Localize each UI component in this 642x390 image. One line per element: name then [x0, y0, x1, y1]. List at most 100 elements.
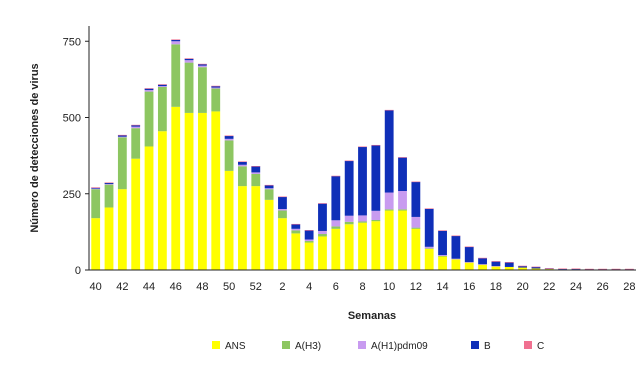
y-axis-label: Número de detecciones de virus [29, 63, 41, 232]
bar-segment-a-h3--week-47 [184, 62, 194, 113]
bar-segment-c-week-4 [304, 230, 314, 231]
bar-segment-a-h1-pdm09-week-49 [211, 87, 221, 89]
bar-segment-b-week-48 [198, 64, 207, 66]
bar-segment-ans-week-51 [238, 186, 247, 271]
bar-segment-a-h3--week-46 [171, 44, 181, 107]
bar-segment-a-h3--week-2 [278, 210, 287, 219]
legend-item-a-h3-: A(H3) [282, 341, 321, 352]
x-tick-label: 46 [170, 281, 182, 293]
bar-segment-a-h3--week-9 [371, 219, 381, 222]
bar-segment-a-h3--week-11 [398, 209, 407, 211]
bars-layer [91, 39, 634, 271]
bar-segment-a-h1-pdm09-week-13 [424, 246, 434, 249]
y-tick-label: 250 [63, 189, 81, 201]
bar-segment-b-week-27 [611, 269, 621, 270]
bar-segment-c-week-16 [464, 246, 474, 248]
bar-segment-c-week-15 [451, 235, 461, 237]
bar-segment-a-h1-pdm09-week-40 [91, 188, 101, 190]
y-tick-label: 500 [63, 113, 81, 125]
bar-segment-b-week-41 [104, 182, 114, 184]
bar-segment-c-week-47 [184, 58, 194, 59]
bar-segment-ans-week-20 [518, 267, 527, 270]
legend-item-c: C [524, 341, 544, 352]
x-tick-label: 6 [333, 281, 339, 293]
bar-segment-c-week-50 [224, 135, 234, 137]
bar-segment-b-week-11 [398, 157, 407, 191]
bar-segment-c-week-43 [131, 124, 141, 126]
bar-segment-a-h3--week-52 [251, 173, 261, 187]
bar-segment-c-week-48 [198, 63, 207, 65]
bar-segment-c-week-44 [144, 88, 154, 89]
bar-segment-ans-week-18 [491, 266, 501, 270]
bar-segment-ans-week-3 [291, 233, 301, 270]
bar-segment-c-week-9 [371, 144, 381, 146]
bar-segment-b-week-2 [278, 196, 287, 209]
bar-segment-ans-week-7 [344, 224, 354, 270]
bar-segment-c-week-17 [478, 257, 487, 259]
bar-segment-b-week-21 [531, 266, 541, 269]
bar-segment-c-week-46 [171, 39, 181, 41]
bar-segment-b-week-52 [251, 166, 261, 173]
x-tick-label: 2 [279, 281, 285, 293]
bar-segment-a-h3--week-4 [304, 241, 314, 243]
bar-segment-b-week-51 [238, 161, 247, 165]
bar-segment-ans-week-4 [304, 242, 314, 270]
bar-segment-a-h3--week-50 [224, 140, 234, 171]
bar-segment-b-week-16 [464, 246, 474, 263]
bar-segment-a-h3--week-3 [291, 230, 301, 234]
bar-segment-ans-week-14 [438, 256, 447, 270]
bar-segment-a-h1-pdm09-week-11 [398, 191, 407, 210]
x-tick-label: 20 [516, 281, 528, 293]
bar-segment-a-h3--week-1 [264, 189, 274, 200]
bar-segment-c-week-49 [211, 85, 221, 87]
bar-segment-b-week-26 [598, 269, 608, 270]
bar-segment-a-h3--week-49 [211, 88, 221, 112]
bar-segment-b-week-24 [571, 268, 581, 270]
bar-segment-ans-week-45 [157, 131, 167, 270]
bar-segment-ans-week-50 [224, 170, 234, 271]
bar-segment-a-h1-pdm09-week-1 [264, 188, 274, 190]
bar-segment-b-week-13 [424, 208, 434, 247]
bar-segment-a-h3--week-13 [424, 248, 434, 249]
bar-segment-a-h3--week-12 [411, 227, 421, 229]
bar-segment-c-week-10 [384, 109, 394, 111]
bar-segment-b-week-6 [331, 176, 341, 221]
bar-segment-c-week-1 [264, 184, 274, 186]
bar-segment-b-week-43 [131, 125, 141, 127]
bar-segment-ans-week-8 [358, 222, 367, 270]
bar-segment-c-week-51 [238, 161, 247, 163]
bar-segment-c-week-13 [424, 208, 434, 209]
bar-segment-b-week-4 [304, 230, 314, 240]
bar-segment-b-week-17 [478, 258, 487, 265]
x-tick-label: 22 [543, 281, 555, 293]
bar-segment-a-h3--week-42 [117, 137, 127, 190]
bar-segment-b-week-1 [264, 185, 274, 189]
bar-segment-b-week-25 [584, 269, 594, 270]
bar-segment-c-week-26 [598, 268, 608, 270]
x-tick-label: 28 [623, 281, 635, 293]
bar-segment-c-week-52 [251, 166, 261, 167]
x-tick-label: 24 [570, 281, 582, 293]
y-tick-label: 750 [63, 36, 81, 48]
bar-segment-c-week-2 [278, 196, 287, 198]
bar-segment-b-week-7 [344, 160, 354, 216]
bar-segment-b-week-12 [411, 181, 421, 217]
bar-segment-a-h3--week-51 [238, 166, 247, 187]
x-tick-label: 16 [463, 281, 475, 293]
bar-segment-c-week-19 [504, 262, 514, 263]
bar-segment-ans-week-46 [171, 106, 181, 270]
bar-segment-b-week-23 [558, 268, 568, 270]
bar-segment-a-h1-pdm09-week-18 [491, 266, 501, 267]
bar-segment-a-h1-pdm09-week-43 [131, 126, 141, 129]
bar-segment-c-week-6 [331, 175, 341, 177]
bar-segment-a-h3--week-41 [104, 184, 114, 208]
x-tick-label: 42 [116, 281, 128, 293]
bar-segment-c-week-40 [91, 187, 101, 188]
bar-segment-a-h3--week-40 [91, 189, 101, 219]
x-tick-label: 50 [223, 281, 235, 293]
bar-segment-ans-week-2 [278, 218, 287, 270]
bar-segment-b-week-15 [451, 235, 461, 259]
x-tick-label: 8 [359, 281, 365, 293]
bar-segment-ans-week-12 [411, 228, 421, 270]
